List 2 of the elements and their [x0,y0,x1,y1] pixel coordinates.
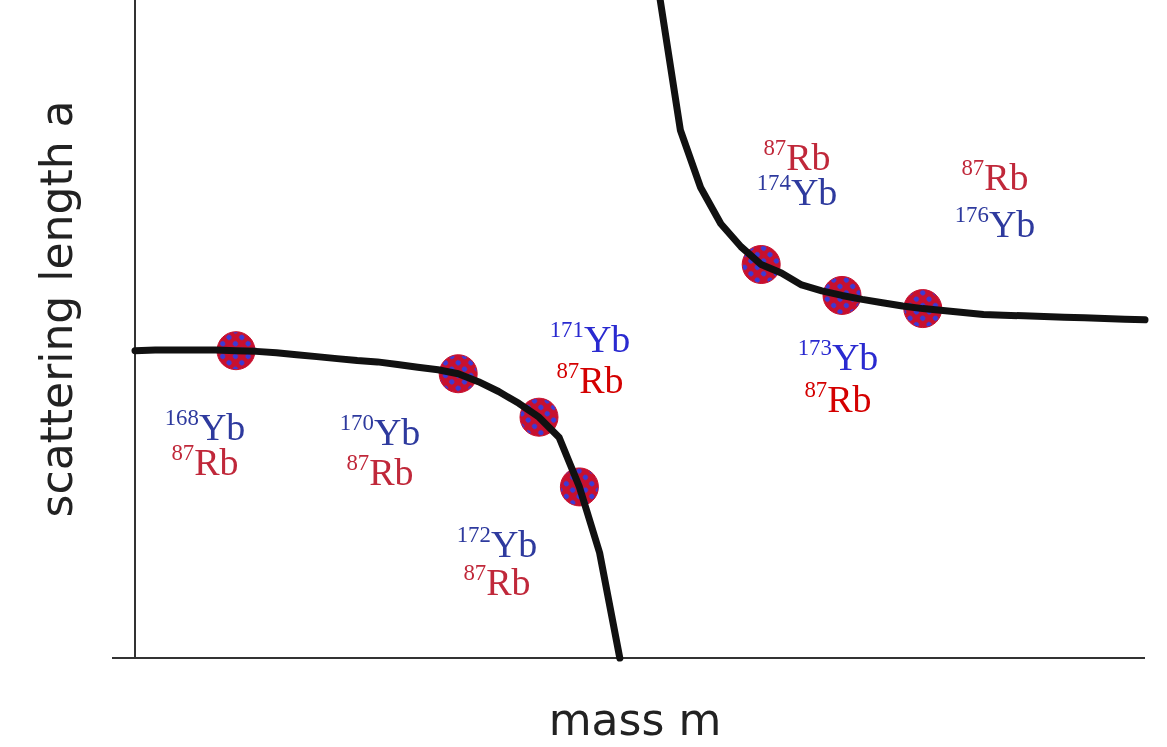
x-axis-title: mass m [548,694,722,745]
y-axis-title: scattering length a [31,100,82,518]
